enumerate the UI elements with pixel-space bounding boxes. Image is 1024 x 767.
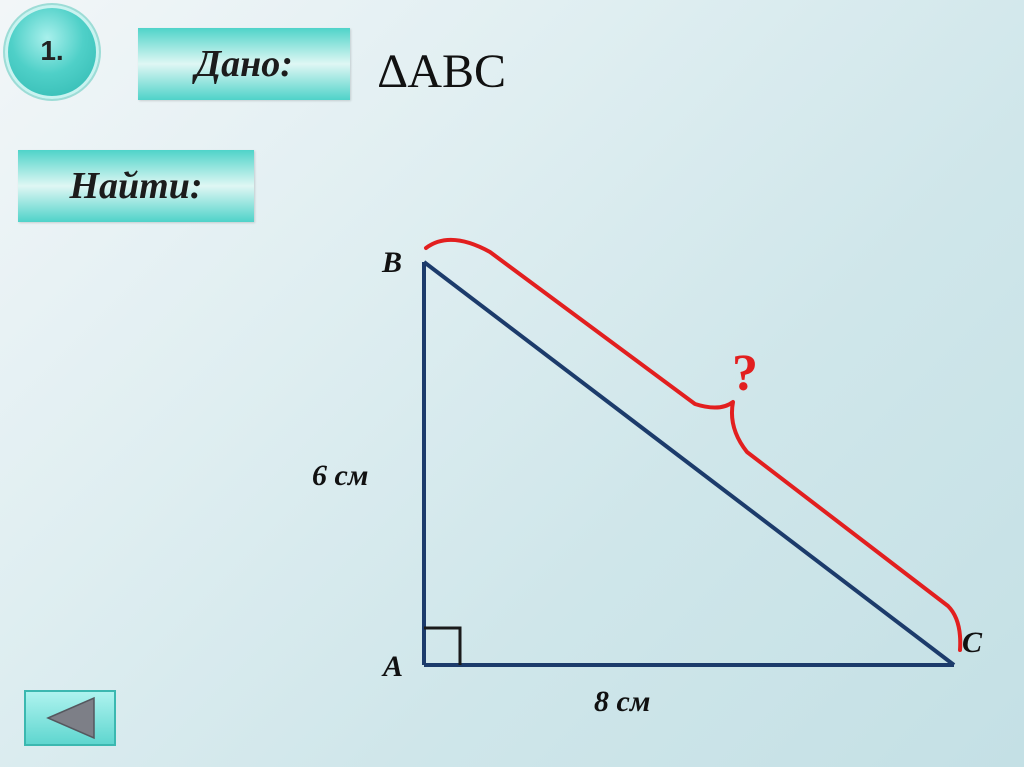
given-triangle-name: ABC bbox=[407, 45, 507, 98]
given-label: Дано: bbox=[195, 43, 293, 85]
given-statement: ∆ABC bbox=[378, 44, 506, 99]
vertex-b-label: B bbox=[381, 246, 402, 279]
given-label-box: Дано: bbox=[138, 28, 350, 100]
find-label: Найти: bbox=[69, 165, 203, 207]
side-bc bbox=[422, 260, 956, 667]
side-ac-length: 8 см bbox=[594, 685, 650, 718]
unknown-mark: ? bbox=[732, 345, 758, 402]
vertex-c-label: C bbox=[962, 626, 983, 659]
vertex-a-label: A bbox=[381, 650, 403, 683]
back-arrow-icon bbox=[46, 696, 95, 740]
right-angle-marker bbox=[424, 626, 462, 665]
back-button[interactable] bbox=[24, 690, 116, 746]
triangle-symbol-icon: ∆ bbox=[378, 45, 408, 98]
hypotenuse-brace bbox=[424, 237, 963, 652]
slide-number-badge: 1. bbox=[5, 5, 99, 99]
side-ab-length: 6 см bbox=[312, 459, 368, 492]
slide-number: 1. bbox=[40, 35, 64, 66]
find-label-box: Найти: bbox=[18, 150, 254, 222]
